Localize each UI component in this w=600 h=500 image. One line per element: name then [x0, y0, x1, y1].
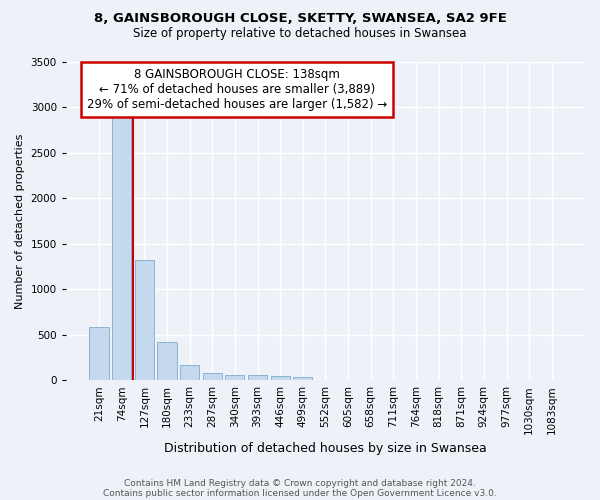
Text: 8 GAINSBOROUGH CLOSE: 138sqm
← 71% of detached houses are smaller (3,889)
29% of: 8 GAINSBOROUGH CLOSE: 138sqm ← 71% of de… [87, 68, 387, 111]
Text: Contains public sector information licensed under the Open Government Licence v3: Contains public sector information licen… [103, 488, 497, 498]
Bar [203, 373, 222, 380]
Text: 8, GAINSBOROUGH CLOSE, SKETTY, SWANSEA, SA2 9FE: 8, GAINSBOROUGH CLOSE, SKETTY, SWANSEA, … [94, 12, 506, 26]
Bar [157, 342, 176, 380]
Bar [293, 378, 313, 380]
Bar [225, 375, 244, 380]
Bar [271, 376, 290, 380]
Bar [180, 365, 199, 380]
Bar [112, 114, 131, 380]
Y-axis label: Number of detached properties: Number of detached properties [15, 133, 25, 308]
Bar [248, 375, 267, 380]
Text: Size of property relative to detached houses in Swansea: Size of property relative to detached ho… [133, 28, 467, 40]
Bar [135, 260, 154, 380]
X-axis label: Distribution of detached houses by size in Swansea: Distribution of detached houses by size … [164, 442, 487, 455]
Text: Contains HM Land Registry data © Crown copyright and database right 2024.: Contains HM Land Registry data © Crown c… [124, 478, 476, 488]
Bar [89, 328, 109, 380]
